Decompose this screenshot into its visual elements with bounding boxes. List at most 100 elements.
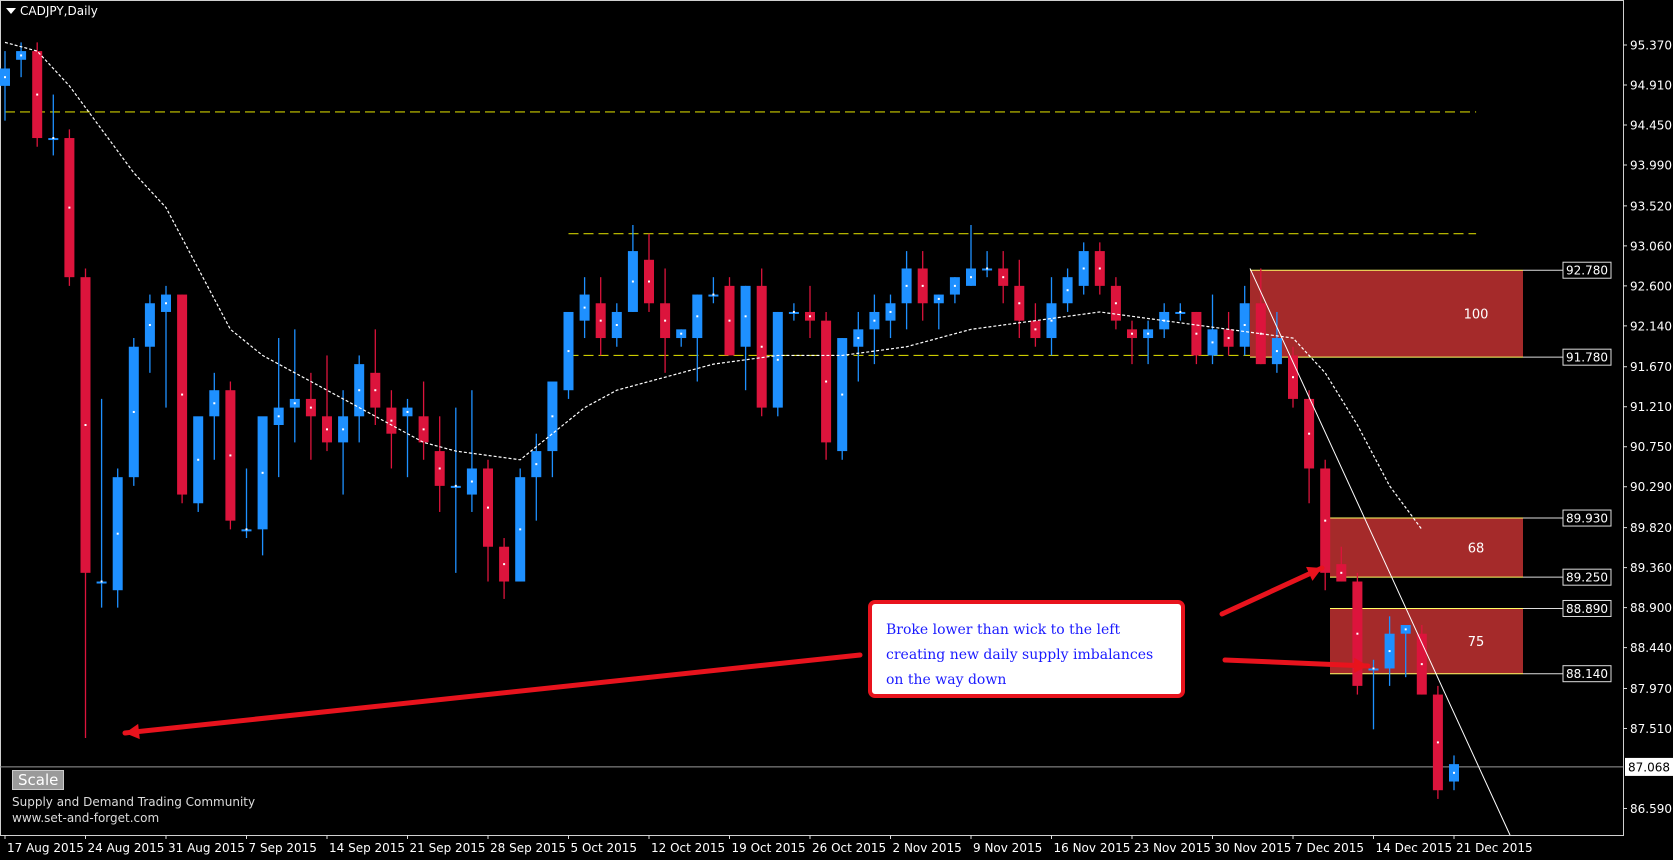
x-tick-label-9: 19 Oct 2015 xyxy=(732,841,806,855)
candle-dot-86 xyxy=(1388,650,1391,653)
candle-dot-42 xyxy=(680,332,683,335)
candle-dot-53 xyxy=(857,337,860,340)
chart-title[interactable]: CADJPY,Daily xyxy=(6,4,98,18)
time-axis[interactable]: 17 Aug 2015 24 Aug 2015 31 Aug 2015 7 Sep 2… xyxy=(4,835,1533,855)
candle-dot-87 xyxy=(1404,628,1407,631)
candle-dot-50 xyxy=(809,315,811,318)
candle-dot-8 xyxy=(132,410,135,413)
candle-dot-71 xyxy=(1147,332,1150,335)
candle-dot-74 xyxy=(1195,332,1198,335)
candle-dot-47 xyxy=(760,345,763,348)
candle-dot-9 xyxy=(148,324,151,326)
candle-dot-58 xyxy=(937,297,940,300)
candle-dot-83 xyxy=(1340,571,1343,574)
arrow-lower-head xyxy=(1353,657,1368,674)
candle-dot-17 xyxy=(277,415,280,418)
x-tick-label-7: 5 Oct 2015 xyxy=(571,841,638,855)
candle-dot-56 xyxy=(905,284,908,287)
y-tick-label-10: 90.750 xyxy=(1630,440,1672,454)
candle-dot-37 xyxy=(599,319,602,322)
y-tick-label-11: 90.290 xyxy=(1630,480,1672,494)
scale-button[interactable]: Scale xyxy=(12,770,65,790)
x-tick-label-2: 31 Aug 2015 xyxy=(168,841,245,855)
horizontal-levels xyxy=(5,111,1477,357)
candle-dot-52 xyxy=(841,393,844,396)
candle-dot-36 xyxy=(583,306,586,309)
candle-dot-29 xyxy=(470,480,473,483)
zone-price-box-2-1 xyxy=(1562,665,1612,683)
credit-community: Supply and Demand Trading Community xyxy=(12,795,256,809)
y-tick-label-3: 93.990 xyxy=(1630,159,1672,173)
arrow-upper-head xyxy=(1306,566,1322,581)
candle-dot-1 xyxy=(20,54,23,57)
plot-border xyxy=(0,0,1624,836)
zone-0 xyxy=(1250,270,1523,358)
candle-dot-54 xyxy=(873,319,876,322)
candle-dot-88 xyxy=(1420,663,1423,666)
x-tick-label-16: 7 Dec 2015 xyxy=(1295,841,1364,855)
candle-dot-63 xyxy=(1018,302,1021,305)
candle-dot-84 xyxy=(1356,632,1359,635)
arrow-left-shaft xyxy=(122,652,863,736)
x-tick-label-11: 2 Nov 2015 xyxy=(893,841,962,855)
x-tick-label-12: 9 Nov 2015 xyxy=(973,841,1042,855)
candle-dot-65 xyxy=(1050,319,1053,322)
y-tick-label-7: 92.140 xyxy=(1630,319,1672,333)
annotation-text: Broke lower than wick to the left creati… xyxy=(886,622,1154,688)
y-tick-label-2: 94.450 xyxy=(1630,119,1672,133)
dropdown-triangle-icon[interactable] xyxy=(6,8,16,14)
candle-dot-76 xyxy=(1227,337,1230,340)
candle-dot-14 xyxy=(229,454,232,457)
candle-dot-5 xyxy=(84,424,87,426)
y-tick-label-16: 87.970 xyxy=(1630,682,1672,696)
x-tick-label-17: 14 Dec 2015 xyxy=(1376,841,1453,855)
candle-dot-25 xyxy=(406,410,409,413)
x-tick-label-0: 17 Aug 2015 xyxy=(7,841,84,855)
candle-dot-10 xyxy=(165,302,167,305)
candle-dot-19 xyxy=(309,406,312,409)
candle-dot-57 xyxy=(921,284,924,287)
x-tick-label-10: 26 Oct 2015 xyxy=(812,841,886,855)
candle-dot-85 xyxy=(1372,667,1375,670)
candle-dot-81 xyxy=(1308,432,1311,435)
candle-dot-32 xyxy=(519,528,522,531)
candle-dot-2 xyxy=(36,93,39,96)
x-tick-label-4: 14 Sep 2015 xyxy=(329,841,405,855)
zone-price-label-0-0: 92.780 xyxy=(1566,264,1608,278)
candle-dot-28 xyxy=(454,484,457,487)
candle-dot-41 xyxy=(664,319,667,322)
y-tick-label-19: 86.590 xyxy=(1630,802,1672,816)
candle-dot-31 xyxy=(503,563,506,566)
candle-dot-7 xyxy=(116,532,119,535)
y-tick-label-5: 93.060 xyxy=(1630,239,1672,253)
trendline-down xyxy=(1249,268,1511,836)
zone-price-box-1-0 xyxy=(1562,509,1612,527)
candle-dot-79 xyxy=(1275,350,1278,353)
price-axis[interactable]: 95.370 94.910 94.450 93.990 93.520 93.060 92.6… xyxy=(1623,39,1673,816)
candle-dot-68 xyxy=(1098,267,1101,270)
zone-price-box-1-1 xyxy=(1562,568,1612,586)
zone-price-label-1-0: 89.930 xyxy=(1566,512,1608,526)
candle-dot-69 xyxy=(1114,302,1117,305)
candle-dot-4 xyxy=(68,206,71,209)
candle-dot-78 xyxy=(1259,332,1262,335)
candle-dot-64 xyxy=(1034,328,1037,331)
y-tick-label-6: 92.600 xyxy=(1630,279,1672,293)
x-tick-label-8: 12 Oct 2015 xyxy=(651,841,725,855)
candle-dot-55 xyxy=(889,310,892,313)
candle-dot-23 xyxy=(374,389,377,392)
candle-dot-66 xyxy=(1066,289,1069,292)
candle-dot-60 xyxy=(970,276,972,279)
zone-label-1: 68 xyxy=(1468,542,1485,557)
candle-dot-49 xyxy=(792,310,795,313)
candle-dot-61 xyxy=(986,267,989,270)
candle-dot-6 xyxy=(100,580,103,583)
candle-dot-15 xyxy=(245,528,248,531)
x-tick-label-18: 21 Dec 2015 xyxy=(1456,841,1533,855)
zone-price-label-0-1: 91.780 xyxy=(1566,351,1608,365)
arrow-left-head xyxy=(125,723,140,740)
annotation-arrows xyxy=(122,565,1371,740)
candle-dot-33 xyxy=(535,463,538,466)
symbol-timeframe-label: CADJPY,Daily xyxy=(20,4,98,18)
